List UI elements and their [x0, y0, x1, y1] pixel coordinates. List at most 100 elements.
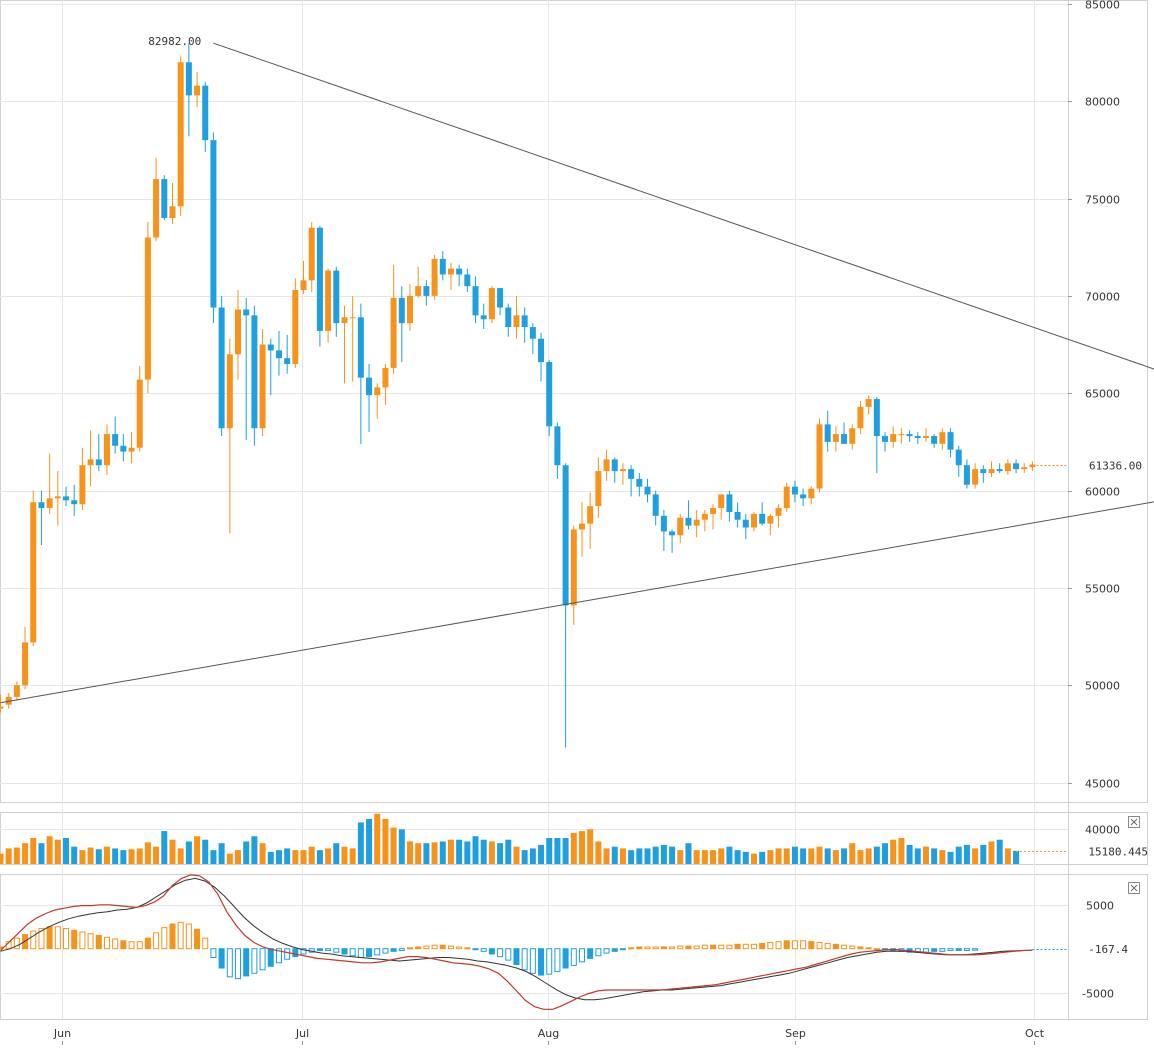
candle: [685, 500, 692, 530]
volume-bar: [169, 839, 176, 864]
macd-histogram-bar: [546, 948, 553, 975]
candle-body: [931, 436, 938, 444]
candle-body: [922, 436, 929, 438]
candle: [398, 286, 405, 363]
volume-bar: [898, 838, 905, 864]
macd-histogram-bar: [947, 948, 954, 951]
candle-body: [431, 258, 438, 296]
volume-bar: [292, 850, 299, 864]
candle: [95, 434, 102, 472]
volume-panel: [0, 813, 1068, 864]
candle-body: [529, 327, 536, 339]
volume-bar: [472, 836, 479, 864]
candle: [922, 428, 929, 442]
macd-histogram-bar: [161, 927, 168, 950]
candle: [308, 221, 315, 292]
volume-bar: [857, 850, 864, 864]
volume-bar: [996, 839, 1003, 864]
volume-tick-label: 40000: [1085, 824, 1120, 837]
macd-histogram-bar: [693, 945, 700, 950]
candle-body: [718, 494, 725, 509]
macd-histogram-bar: [87, 933, 94, 950]
candle-body: [734, 511, 741, 520]
volume-last-label: 15180.445: [1088, 846, 1148, 859]
macd-histogram-bar: [505, 948, 512, 961]
volume-bar: [922, 846, 929, 864]
volume-bar: [235, 850, 242, 864]
candle: [619, 463, 626, 485]
candle: [185, 43, 192, 137]
volume-bar: [701, 850, 708, 864]
volume-bar: [562, 838, 569, 864]
macd-histogram-bar: [734, 943, 741, 950]
candle-body: [963, 465, 970, 485]
volume-bar: [243, 841, 250, 864]
candle: [644, 478, 651, 503]
macd-histogram-bar: [128, 941, 135, 950]
volume-bar: [79, 850, 86, 864]
candle: [546, 360, 553, 437]
volume-bar: [546, 838, 553, 864]
macd-histogram-bar: [824, 942, 831, 950]
candle: [63, 486, 70, 507]
macd-histogram-bar: [267, 948, 274, 967]
volume-bar: [816, 846, 823, 864]
candle: [849, 424, 856, 450]
volume-bar: [849, 843, 856, 864]
volume-bar: [407, 841, 413, 864]
candle: [873, 397, 880, 474]
candle: [529, 323, 536, 355]
volume-bar: [390, 827, 397, 864]
candle: [22, 626, 29, 690]
candle-body: [988, 469, 995, 474]
volume-bar: [480, 839, 487, 864]
candle-body: [243, 309, 250, 316]
volume-bar: [628, 850, 635, 864]
volume-bar: [742, 851, 749, 864]
candle: [325, 268, 332, 343]
volume-bar: [447, 839, 454, 864]
volume-bar: [71, 846, 78, 864]
macd-histogram-bar: [628, 947, 635, 950]
candle: [578, 502, 585, 557]
volume-bar: [939, 850, 946, 864]
candle-body: [660, 515, 667, 532]
macd-histogram-bar: [611, 948, 618, 952]
macd-histogram-bar: [816, 942, 823, 950]
candle-body: [554, 426, 561, 466]
macd-histogram-bar: [791, 940, 798, 950]
candle-body: [325, 270, 332, 331]
volume-bar: [808, 848, 815, 864]
candle-body: [169, 206, 176, 219]
candle: [972, 463, 979, 489]
volume-bar: [398, 829, 405, 864]
candle-body: [415, 286, 422, 296]
candle: [284, 334, 291, 374]
volume-bar: [161, 831, 168, 864]
candle-body: [177, 62, 184, 207]
candle: [202, 81, 209, 152]
candle-body: [464, 274, 471, 287]
price-tick-label: 60000: [1085, 486, 1120, 499]
price-tick-label: 75000: [1085, 194, 1120, 207]
candle-body: [390, 297, 397, 368]
grid: [0, 0, 1148, 1020]
candle-body: [284, 358, 291, 365]
macd-tick-label: 5000: [1086, 900, 1114, 913]
candle-body: [423, 286, 430, 296]
macd-histogram-bar: [366, 948, 373, 958]
volume-bar: [357, 822, 364, 864]
macd-histogram-bar: [701, 944, 708, 950]
candle-body: [906, 434, 913, 437]
macd-histogram-bar: [46, 926, 53, 950]
candle: [628, 465, 635, 497]
macd-histogram-bar: [939, 948, 946, 952]
volume-bar: [1013, 850, 1020, 864]
volume-bar: [636, 848, 643, 864]
candle-body: [235, 309, 242, 355]
price-tick-label: 65000: [1085, 388, 1120, 401]
candle: [718, 494, 725, 520]
candle-body: [79, 465, 86, 505]
candle: [750, 511, 757, 532]
